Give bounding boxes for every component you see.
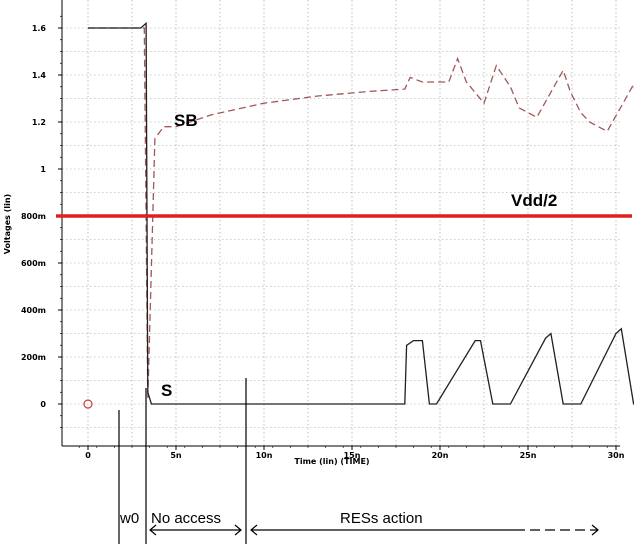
ress-arrow-right-head (591, 524, 599, 536)
x-tick-label: 10n (256, 451, 273, 460)
x-tick-label: 5n (170, 451, 182, 460)
x-axis-label: Time (lin) (TIME) (294, 457, 369, 466)
x-tick-label: 30n (608, 451, 625, 460)
y-tick-label: 800m (21, 212, 46, 221)
grid-lines (62, 0, 620, 446)
y-tick-label: 200m (21, 353, 46, 362)
no-access-arrow-left-head (149, 524, 157, 536)
axes (61, 0, 620, 447)
x-tick-label: 20n (432, 451, 449, 460)
x-tick-label: 15n (344, 451, 361, 460)
series-layer (88, 21, 634, 405)
series-s-line (88, 21, 634, 405)
tick-labels: 0 200m 400m 600m 800m 1 1.2 1.4 1.6 0 5n 10n 15n 20n 2… (21, 15, 625, 460)
ress-action-label: RESs action (340, 510, 423, 527)
phase-annotations (118, 378, 599, 544)
x-tick-label: 25n (520, 451, 537, 460)
y-tick-label: 600m (21, 259, 46, 268)
y-tick-label: 0 (40, 400, 46, 409)
w0-label: w0 (119, 510, 139, 527)
start-marker-icon (83, 399, 93, 409)
no-access-label: No access (151, 510, 221, 527)
vdd-half-label: Vdd/2 (511, 191, 557, 210)
no-access-arrow-right-head (234, 524, 242, 536)
y-tick-label: 400m (21, 306, 46, 315)
sb-series-label: SB (174, 111, 198, 130)
y-axis-label: Voltages (lin) (3, 194, 12, 254)
y-tick-label: 1.4 (32, 71, 47, 80)
x-tick-label: 0 (85, 451, 91, 460)
y-tick-label: 1.6 (32, 24, 47, 33)
y-tick-label: 1.2 (32, 118, 46, 127)
ress-arrow-left-head (250, 524, 258, 536)
y-tick-label: 1 (40, 165, 46, 174)
s-series-label: S (161, 381, 172, 400)
